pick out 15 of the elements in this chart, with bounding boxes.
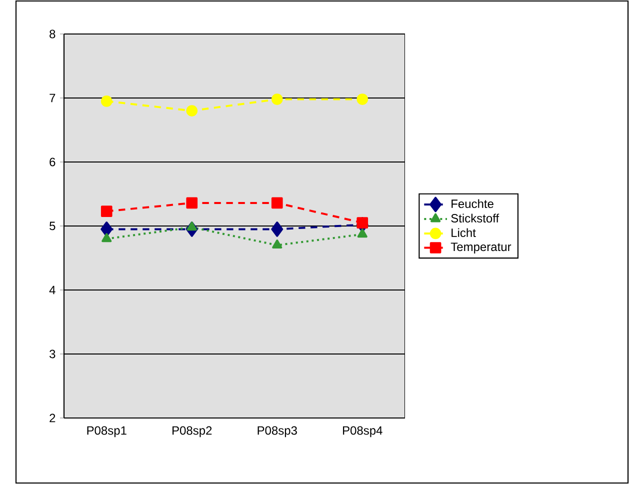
y-tick-label: 6 (50, 158, 56, 166)
legend-label: Temperatur (450, 242, 512, 254)
x-tick-label: P08sp4 (343, 426, 382, 438)
y-tick-label: 7 (50, 94, 56, 102)
y-tick-label: 2 (50, 414, 56, 422)
x-tick-label: P08sp1 (87, 426, 126, 438)
x-tick-label: P08sp3 (258, 426, 297, 438)
legend-label: Licht (452, 228, 476, 238)
y-tick-label: 4 (49, 286, 56, 294)
y-tick-label: 8 (50, 30, 56, 38)
y-tick-label: 3 (50, 350, 56, 358)
x-tick-label: P08sp2 (172, 426, 212, 438)
legend-label: Feuchte (452, 199, 494, 208)
y-tick-label: 5 (50, 222, 56, 230)
legend-label: Stickstoff (451, 214, 500, 223)
